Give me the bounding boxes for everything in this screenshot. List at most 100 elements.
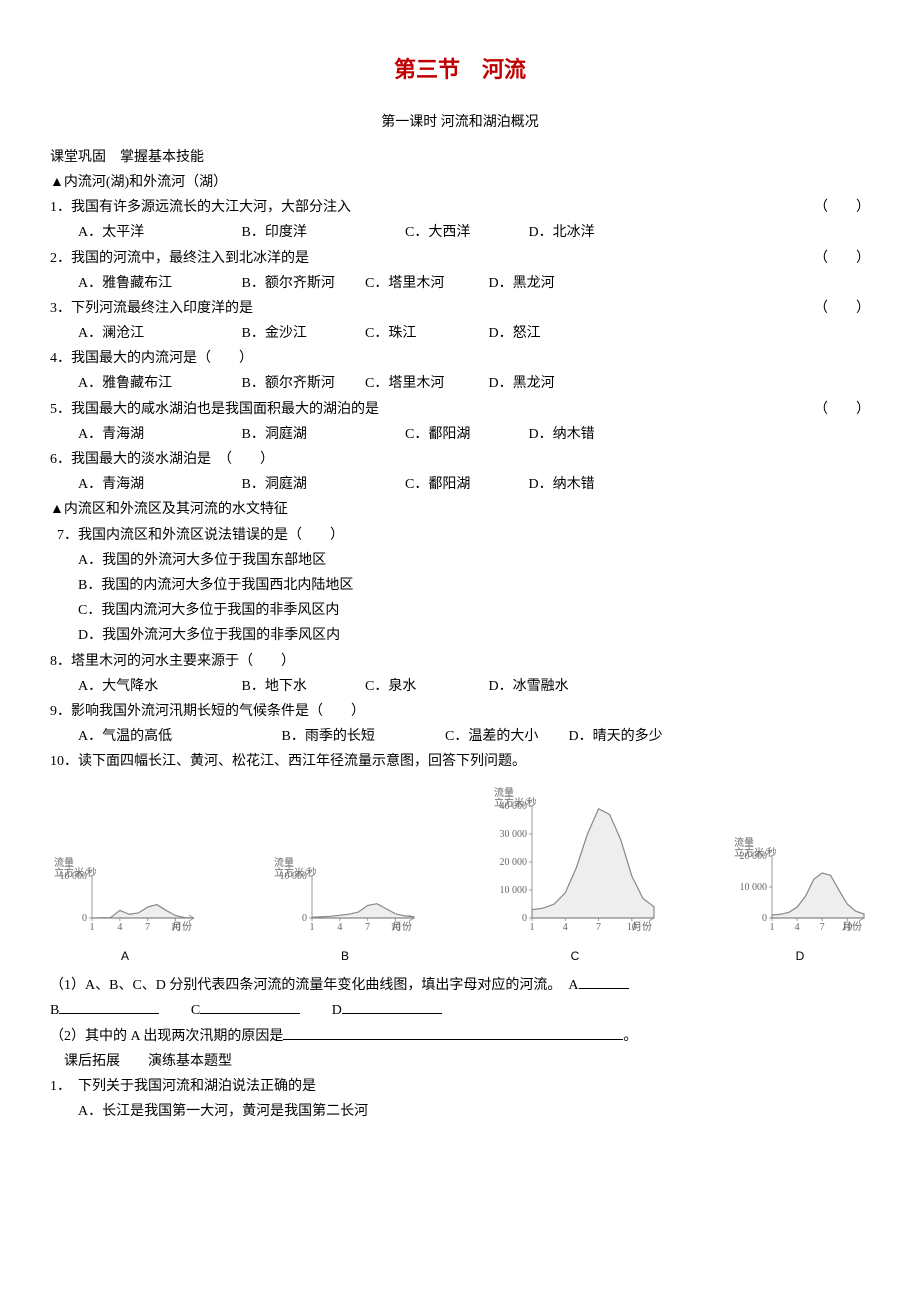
q6-stem: 6．我国最大的淡水湖泊是 （ ） bbox=[50, 447, 870, 472]
pq1-opt-a: A．长江是我国第一大河，黄河是我国第二长河 bbox=[78, 1099, 870, 1124]
q2-options: A．雅鲁藏布江 B．额尔齐斯河 C．塔里木河 D．黑龙河 bbox=[50, 271, 870, 296]
blank-b[interactable] bbox=[59, 999, 159, 1014]
pq1-options: A．长江是我国第一大河，黄河是我国第二长河 bbox=[50, 1099, 870, 1124]
q2-opt-d: D．黑龙河 bbox=[489, 271, 609, 296]
blank-a[interactable] bbox=[579, 974, 629, 989]
section-consolidate: 课堂巩固 掌握基本技能 bbox=[50, 145, 870, 170]
q3-text: 3．下列河流最终注入印度洋的是 bbox=[50, 301, 253, 316]
q2-opt-c: C．塔里木河 bbox=[365, 271, 485, 296]
q4-opt-a: A．雅鲁藏布江 bbox=[78, 371, 238, 396]
q6-opt-d: D．纳木错 bbox=[529, 472, 649, 497]
q7-stem: 7．我国内流区和外流区说法错误的是（ ） bbox=[50, 523, 870, 548]
period: 。 bbox=[623, 1029, 637, 1044]
q10-sub2: （2）其中的 A 出现两次汛期的原因是 。 bbox=[50, 1024, 870, 1049]
q6-opt-b: B．洞庭湖 bbox=[242, 472, 402, 497]
svg-text:1: 1 bbox=[310, 922, 315, 933]
q9-options: A．气温的高低 B．雨季的长短 C．温差的大小 D．晴天的多少 bbox=[50, 724, 870, 749]
q3-opt-c: C．珠江 bbox=[365, 321, 485, 346]
q5-options: A．青海湖 B．洞庭湖 C．鄱阳湖 D．纳木错 bbox=[50, 422, 870, 447]
q5-text: 5．我国最大的咸水湖泊也是我国面积最大的湖泊的是 bbox=[50, 402, 379, 417]
q6-opt-c: C．鄱阳湖 bbox=[405, 472, 525, 497]
q2-opt-b: B．额尔齐斯河 bbox=[242, 271, 362, 296]
q8-opt-b: B．地下水 bbox=[242, 674, 362, 699]
q4-opt-b: B．额尔齐斯河 bbox=[242, 371, 362, 396]
q5-opt-c: C．鄱阳湖 bbox=[405, 422, 525, 447]
topic-flow-regions: ▲内流区和外流区及其河流的水文特征 bbox=[50, 497, 870, 522]
chart-b-label: B bbox=[270, 946, 420, 968]
q9-stem: 9．影响我国外流河汛期长短的气候条件是（ ） bbox=[50, 699, 870, 724]
label-b: B bbox=[50, 1003, 59, 1018]
lesson-subtitle: 第一课时 河流和湖泊概况 bbox=[50, 110, 870, 135]
runoff-charts-row: 流量立方米/秒010 00014710月份 A 流量立方米/秒010 00014… bbox=[50, 784, 870, 967]
svg-text:4: 4 bbox=[795, 922, 800, 933]
q5-opt-d: D．纳木错 bbox=[529, 422, 649, 447]
q10-sub1: （1）A、B、C、D 分别代表四条河流的流量年变化曲线图，填出字母对应的河流。 … bbox=[50, 973, 870, 998]
svg-text:月份: 月份 bbox=[842, 921, 862, 933]
svg-text:月份: 月份 bbox=[392, 921, 412, 933]
q8-opt-c: C．泉水 bbox=[365, 674, 485, 699]
chart-c: 流量立方米/秒010 00020 00030 00040 00014710月份 bbox=[490, 784, 660, 934]
q1-opt-c: C．大西洋 bbox=[405, 220, 525, 245]
q9-opt-d: D．晴天的多少 bbox=[569, 724, 689, 749]
q4-opt-c: C．塔里木河 bbox=[365, 371, 485, 396]
q3-opt-b: B．金沙江 bbox=[242, 321, 362, 346]
blank-c[interactable] bbox=[200, 999, 300, 1014]
q9-opt-a: A．气温的高低 bbox=[78, 724, 278, 749]
label-c: C bbox=[191, 1003, 200, 1018]
q10-sub2-text: （2）其中的 A 出现两次汛期的原因是 bbox=[50, 1029, 283, 1044]
svg-text:4: 4 bbox=[117, 922, 122, 933]
svg-text:4: 4 bbox=[563, 922, 568, 933]
q9-opt-b: B．雨季的长短 bbox=[282, 724, 442, 749]
q6-options: A．青海湖 B．洞庭湖 C．鄱阳湖 D．纳木错 bbox=[50, 472, 870, 497]
blank-reason[interactable] bbox=[283, 1025, 623, 1040]
section-practice: 课后拓展 演练基本题型 bbox=[50, 1049, 870, 1074]
q1-options: A．太平洋 B．印度洋 C．大西洋 D．北冰洋 bbox=[50, 220, 870, 245]
q8-opt-d: D．冰雪融水 bbox=[489, 674, 609, 699]
q3-stem: 3．下列河流最终注入印度洋的是 （ ） bbox=[50, 296, 870, 321]
svg-text:0: 0 bbox=[82, 913, 87, 924]
q10-sub1-text: （1）A、B、C、D 分别代表四条河流的流量年变化曲线图，填出字母对应的河流。 … bbox=[50, 978, 579, 993]
q5-paren: （ ） bbox=[814, 397, 870, 422]
chart-b: 流量立方米/秒010 00014710月份 bbox=[270, 854, 420, 934]
q4-opt-d: D．黑龙河 bbox=[489, 371, 609, 396]
blank-d[interactable] bbox=[342, 999, 442, 1014]
q3-options: A．澜沧江 B．金沙江 C．珠江 D．怒江 bbox=[50, 321, 870, 346]
svg-text:7: 7 bbox=[365, 922, 370, 933]
svg-text:月份: 月份 bbox=[172, 921, 192, 933]
page-title: 第三节 河流 bbox=[50, 50, 870, 90]
q5-opt-b: B．洞庭湖 bbox=[242, 422, 402, 447]
q5-opt-a: A．青海湖 bbox=[78, 422, 238, 447]
q3-opt-a: A．澜沧江 bbox=[78, 321, 238, 346]
chart-a: 流量立方米/秒010 00014710月份 bbox=[50, 854, 200, 934]
svg-text:7: 7 bbox=[596, 922, 601, 933]
q1-opt-a: A．太平洋 bbox=[78, 220, 238, 245]
q10-sub1-cont: B C D bbox=[50, 998, 870, 1023]
q1-text: 1．我国有许多源远流长的大江大河，大部分注入 bbox=[50, 200, 351, 215]
chart-d: 流量立方米/秒010 00020 00014710月份 bbox=[730, 834, 870, 934]
q2-opt-a: A．雅鲁藏布江 bbox=[78, 271, 238, 296]
svg-text:20 000: 20 000 bbox=[740, 851, 768, 862]
svg-text:30 000: 30 000 bbox=[500, 829, 528, 840]
q5-stem: 5．我国最大的咸水湖泊也是我国面积最大的湖泊的是 （ ） bbox=[50, 397, 870, 422]
svg-text:0: 0 bbox=[762, 913, 767, 924]
q8-opt-a: A．大气降水 bbox=[78, 674, 238, 699]
q3-paren: （ ） bbox=[814, 296, 870, 321]
svg-text:0: 0 bbox=[302, 913, 307, 924]
svg-text:10 000: 10 000 bbox=[280, 871, 308, 882]
svg-text:10 000: 10 000 bbox=[500, 885, 528, 896]
q4-options: A．雅鲁藏布江 B．额尔齐斯河 C．塔里木河 D．黑龙河 bbox=[50, 371, 870, 396]
q1-stem: 1．我国有许多源远流长的大江大河，大部分注入 （ ） bbox=[50, 195, 870, 220]
svg-text:10 000: 10 000 bbox=[740, 882, 768, 893]
q8-options: A．大气降水 B．地下水 C．泉水 D．冰雪融水 bbox=[50, 674, 870, 699]
svg-text:40 000: 40 000 bbox=[500, 801, 528, 812]
q7-opt-d: D．我国外流河大多位于我国的非季风区内 bbox=[78, 623, 870, 648]
label-d: D bbox=[332, 1003, 342, 1018]
q6-opt-a: A．青海湖 bbox=[78, 472, 238, 497]
pq1-stem: 1． 下列关于我国河流和湖泊说法正确的是 bbox=[50, 1074, 870, 1099]
chart-d-wrap: 流量立方米/秒010 00020 00014710月份 D bbox=[730, 834, 870, 967]
q9-opt-c: C．温差的大小 bbox=[445, 724, 565, 749]
q7-opt-c: C．我国内流河大多位于我国的非季风区内 bbox=[78, 598, 870, 623]
q1-opt-d: D．北冰洋 bbox=[529, 220, 649, 245]
svg-text:7: 7 bbox=[820, 922, 825, 933]
q7-opt-b: B．我国的内流河大多位于我国西北内陆地区 bbox=[78, 573, 870, 598]
